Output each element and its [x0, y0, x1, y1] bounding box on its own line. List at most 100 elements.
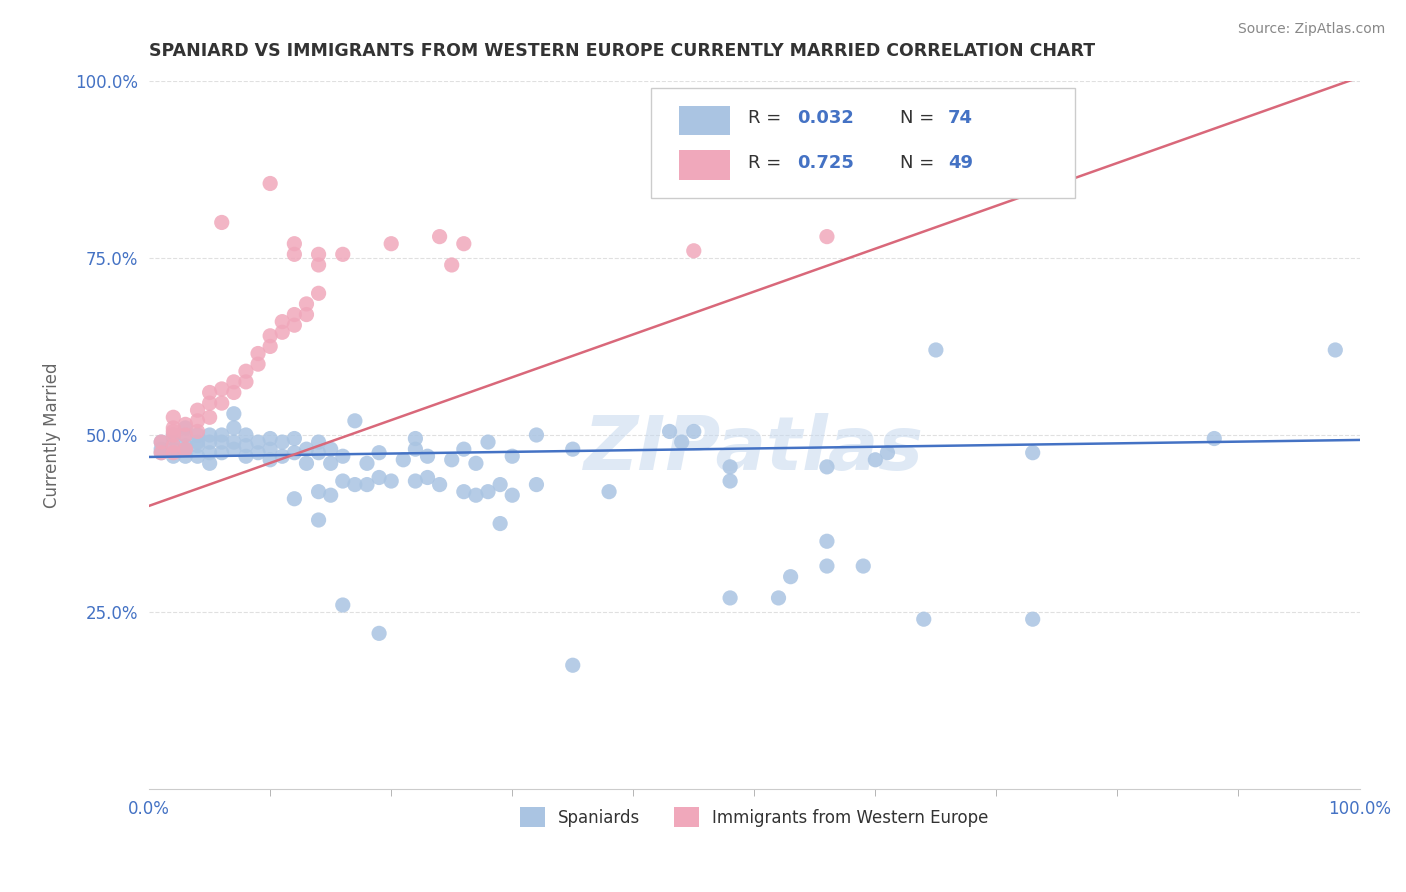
Point — [198, 396, 221, 410]
Point — [380, 236, 402, 251]
Point — [779, 570, 801, 584]
Y-axis label: Currently Married: Currently Married — [44, 362, 60, 508]
Point — [271, 325, 294, 339]
Bar — [679, 105, 730, 136]
Point — [283, 247, 305, 261]
Point — [489, 516, 512, 531]
Point — [174, 442, 197, 457]
Legend: Spaniards, Immigrants from Western Europe: Spaniards, Immigrants from Western Europ… — [513, 800, 995, 834]
Point — [198, 385, 221, 400]
Point — [198, 456, 221, 470]
Point — [271, 315, 294, 329]
Point — [222, 375, 245, 389]
Point — [222, 407, 245, 421]
Point — [295, 297, 318, 311]
Point — [259, 339, 281, 353]
Point — [489, 477, 512, 491]
Point — [682, 244, 704, 258]
Point — [211, 435, 233, 450]
Point — [235, 364, 257, 378]
Point — [162, 446, 184, 460]
Point — [343, 414, 366, 428]
Point — [162, 449, 184, 463]
Point — [416, 470, 439, 484]
Point — [211, 382, 233, 396]
Point — [925, 343, 948, 357]
Point — [295, 442, 318, 457]
Point — [247, 435, 270, 450]
Text: ZIPatlas: ZIPatlas — [585, 413, 924, 485]
Point — [283, 446, 305, 460]
Point — [222, 421, 245, 435]
Point — [186, 425, 208, 439]
Point — [392, 452, 415, 467]
Point — [162, 428, 184, 442]
Point — [186, 428, 208, 442]
Point — [308, 258, 330, 272]
Point — [477, 435, 499, 450]
Point — [295, 456, 318, 470]
Point — [561, 658, 583, 673]
Point — [174, 442, 197, 457]
Point — [308, 247, 330, 261]
Point — [186, 414, 208, 428]
Point — [150, 435, 173, 450]
Point — [477, 484, 499, 499]
Point — [174, 449, 197, 463]
Point — [198, 446, 221, 460]
Point — [162, 410, 184, 425]
Point — [211, 446, 233, 460]
Point — [501, 449, 523, 463]
Bar — [679, 150, 730, 180]
Point — [162, 439, 184, 453]
Point — [815, 559, 838, 574]
Point — [308, 286, 330, 301]
Point — [211, 215, 233, 229]
Point — [235, 375, 257, 389]
Point — [222, 385, 245, 400]
FancyBboxPatch shape — [651, 87, 1076, 198]
Point — [150, 442, 173, 457]
Point — [332, 598, 354, 612]
Point — [852, 559, 875, 574]
Point — [162, 432, 184, 446]
Point — [453, 236, 475, 251]
Point — [332, 247, 354, 261]
Point — [682, 425, 704, 439]
Point — [368, 470, 391, 484]
Point — [308, 513, 330, 527]
Point — [464, 456, 486, 470]
Point — [453, 442, 475, 457]
Point — [247, 446, 270, 460]
Point — [222, 442, 245, 457]
Point — [1324, 343, 1347, 357]
Point — [876, 446, 898, 460]
Point — [815, 534, 838, 549]
Point — [283, 491, 305, 506]
Point — [501, 488, 523, 502]
Text: 0.725: 0.725 — [797, 154, 853, 172]
Point — [174, 439, 197, 453]
Point — [332, 449, 354, 463]
Point — [283, 236, 305, 251]
Point — [222, 435, 245, 450]
Point — [186, 435, 208, 450]
Point — [368, 626, 391, 640]
Point — [211, 428, 233, 442]
Point — [1204, 432, 1226, 446]
Point — [295, 308, 318, 322]
Point — [283, 308, 305, 322]
Point — [429, 477, 451, 491]
Point — [526, 477, 548, 491]
Point — [198, 410, 221, 425]
Point — [343, 477, 366, 491]
Point — [404, 474, 426, 488]
Point — [429, 229, 451, 244]
Point — [416, 449, 439, 463]
Point — [718, 474, 741, 488]
Point — [308, 446, 330, 460]
Point — [162, 428, 184, 442]
Text: 74: 74 — [948, 110, 973, 128]
Point — [283, 318, 305, 333]
Point — [283, 432, 305, 446]
